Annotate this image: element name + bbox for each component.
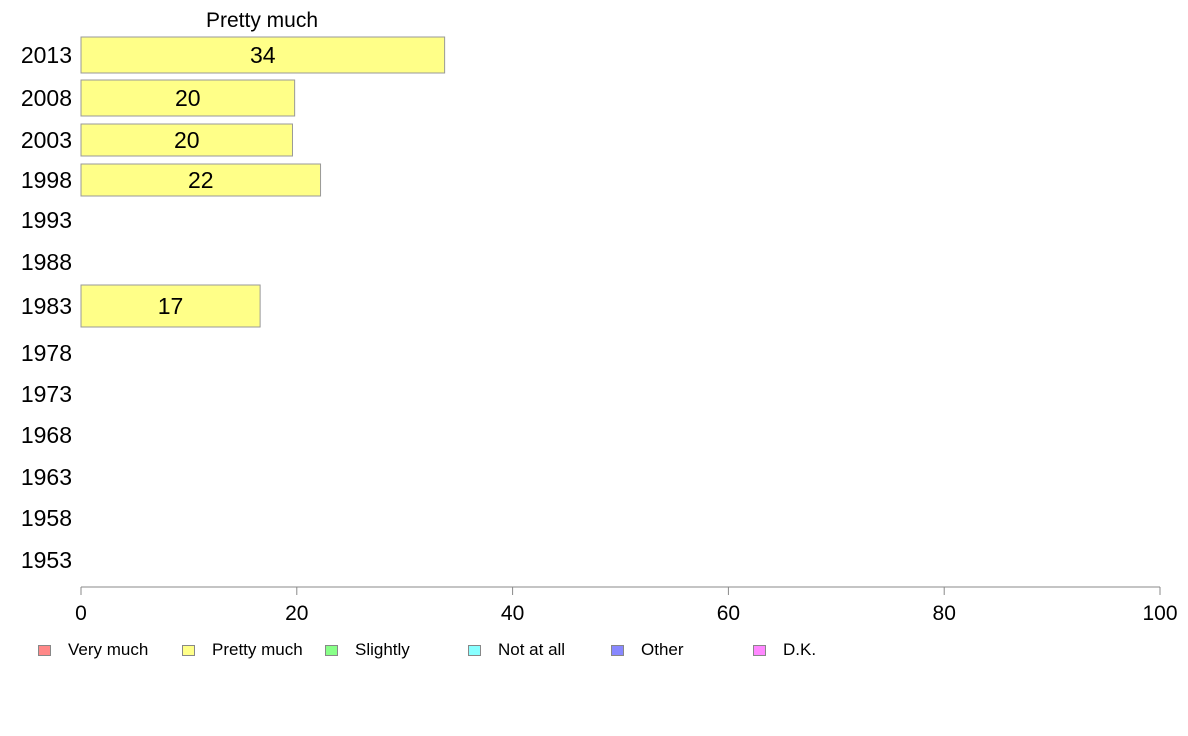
legend-item-other: Other	[611, 636, 684, 664]
x-tick-label-0: 0	[75, 602, 87, 625]
legend-item-very-much: Very much	[38, 636, 148, 664]
y-tick-label-1978: 1978	[21, 340, 72, 366]
data-label-2013: 34	[250, 42, 276, 68]
y-tick-label-1988: 1988	[21, 249, 72, 275]
bar-pretty-much-2003	[80, 123, 293, 157]
legend-swatch-pretty-much	[182, 644, 195, 656]
data-label-1983: 17	[158, 293, 184, 319]
data-label-2003: 20	[174, 127, 200, 153]
legend-label-not-at-all: Not at all	[498, 640, 566, 659]
legend-swatch-other	[611, 644, 624, 656]
legend-swatch-very-much	[38, 644, 51, 656]
x-tick-label-100: 100	[1142, 602, 1177, 625]
y-tick-label-1973: 1973	[21, 381, 72, 407]
data-label-2008: 20	[175, 85, 201, 111]
y-tick-label-2003: 2003	[21, 127, 72, 153]
bar-pretty-much-2008	[80, 79, 296, 117]
legend-label-slightly: Slightly	[355, 640, 410, 659]
y-tick-label-1953: 1953	[21, 547, 72, 573]
legend-label-dk: D.K.	[783, 640, 817, 659]
legend-item-pretty-much: Pretty much	[182, 636, 303, 664]
y-tick-label-2008: 2008	[21, 85, 72, 111]
x-axis: 0 20 40 60 80 100	[75, 586, 1178, 625]
x-tick-label-60: 60	[717, 602, 740, 625]
y-tick-label-1993: 1993	[21, 207, 72, 233]
legend-swatch-dk	[753, 644, 766, 656]
y-tick-label-1983: 1983	[21, 293, 72, 319]
bar-pretty-much-1983	[80, 284, 261, 328]
legend-label-very-much: Very much	[68, 640, 149, 659]
x-tick-label-40: 40	[501, 602, 524, 625]
y-tick-label-1968: 1968	[21, 422, 72, 448]
chart-title: Pretty much	[206, 9, 318, 32]
legend-item-slightly: Slightly	[325, 636, 410, 664]
y-tick-label-1963: 1963	[21, 464, 72, 490]
legend-label-other: Other	[641, 640, 684, 659]
bar-pretty-much-2013	[80, 36, 446, 74]
bars: 34 20 20 22 17	[80, 36, 446, 328]
x-tick-label-80: 80	[933, 602, 956, 625]
data-label-1998: 22	[188, 167, 214, 193]
legend-swatch-slightly	[325, 644, 338, 656]
legend-item-dk: D.K.	[753, 636, 816, 664]
y-tick-label-1958: 1958	[21, 505, 72, 531]
legend-swatch-not-at-all	[468, 644, 481, 656]
x-tick-label-20: 20	[285, 602, 308, 625]
legend-label-pretty-much: Pretty much	[212, 640, 303, 659]
legend: Very much Pretty much Slightly Not at al…	[0, 636, 1188, 664]
y-tick-label-2013: 2013	[21, 42, 72, 68]
y-tick-label-1998: 1998	[21, 167, 72, 193]
chart: Pretty much 34 20 20 22 17 2013 2008 2003 1998 1…	[21, 9, 1178, 625]
bar-pretty-much-1998	[80, 163, 322, 197]
legend-item-not-at-all: Not at all	[468, 636, 565, 664]
y-axis-labels: 2013 2008 2003 1998 1993 1988 1983 1978 1973 1968…	[21, 42, 72, 573]
